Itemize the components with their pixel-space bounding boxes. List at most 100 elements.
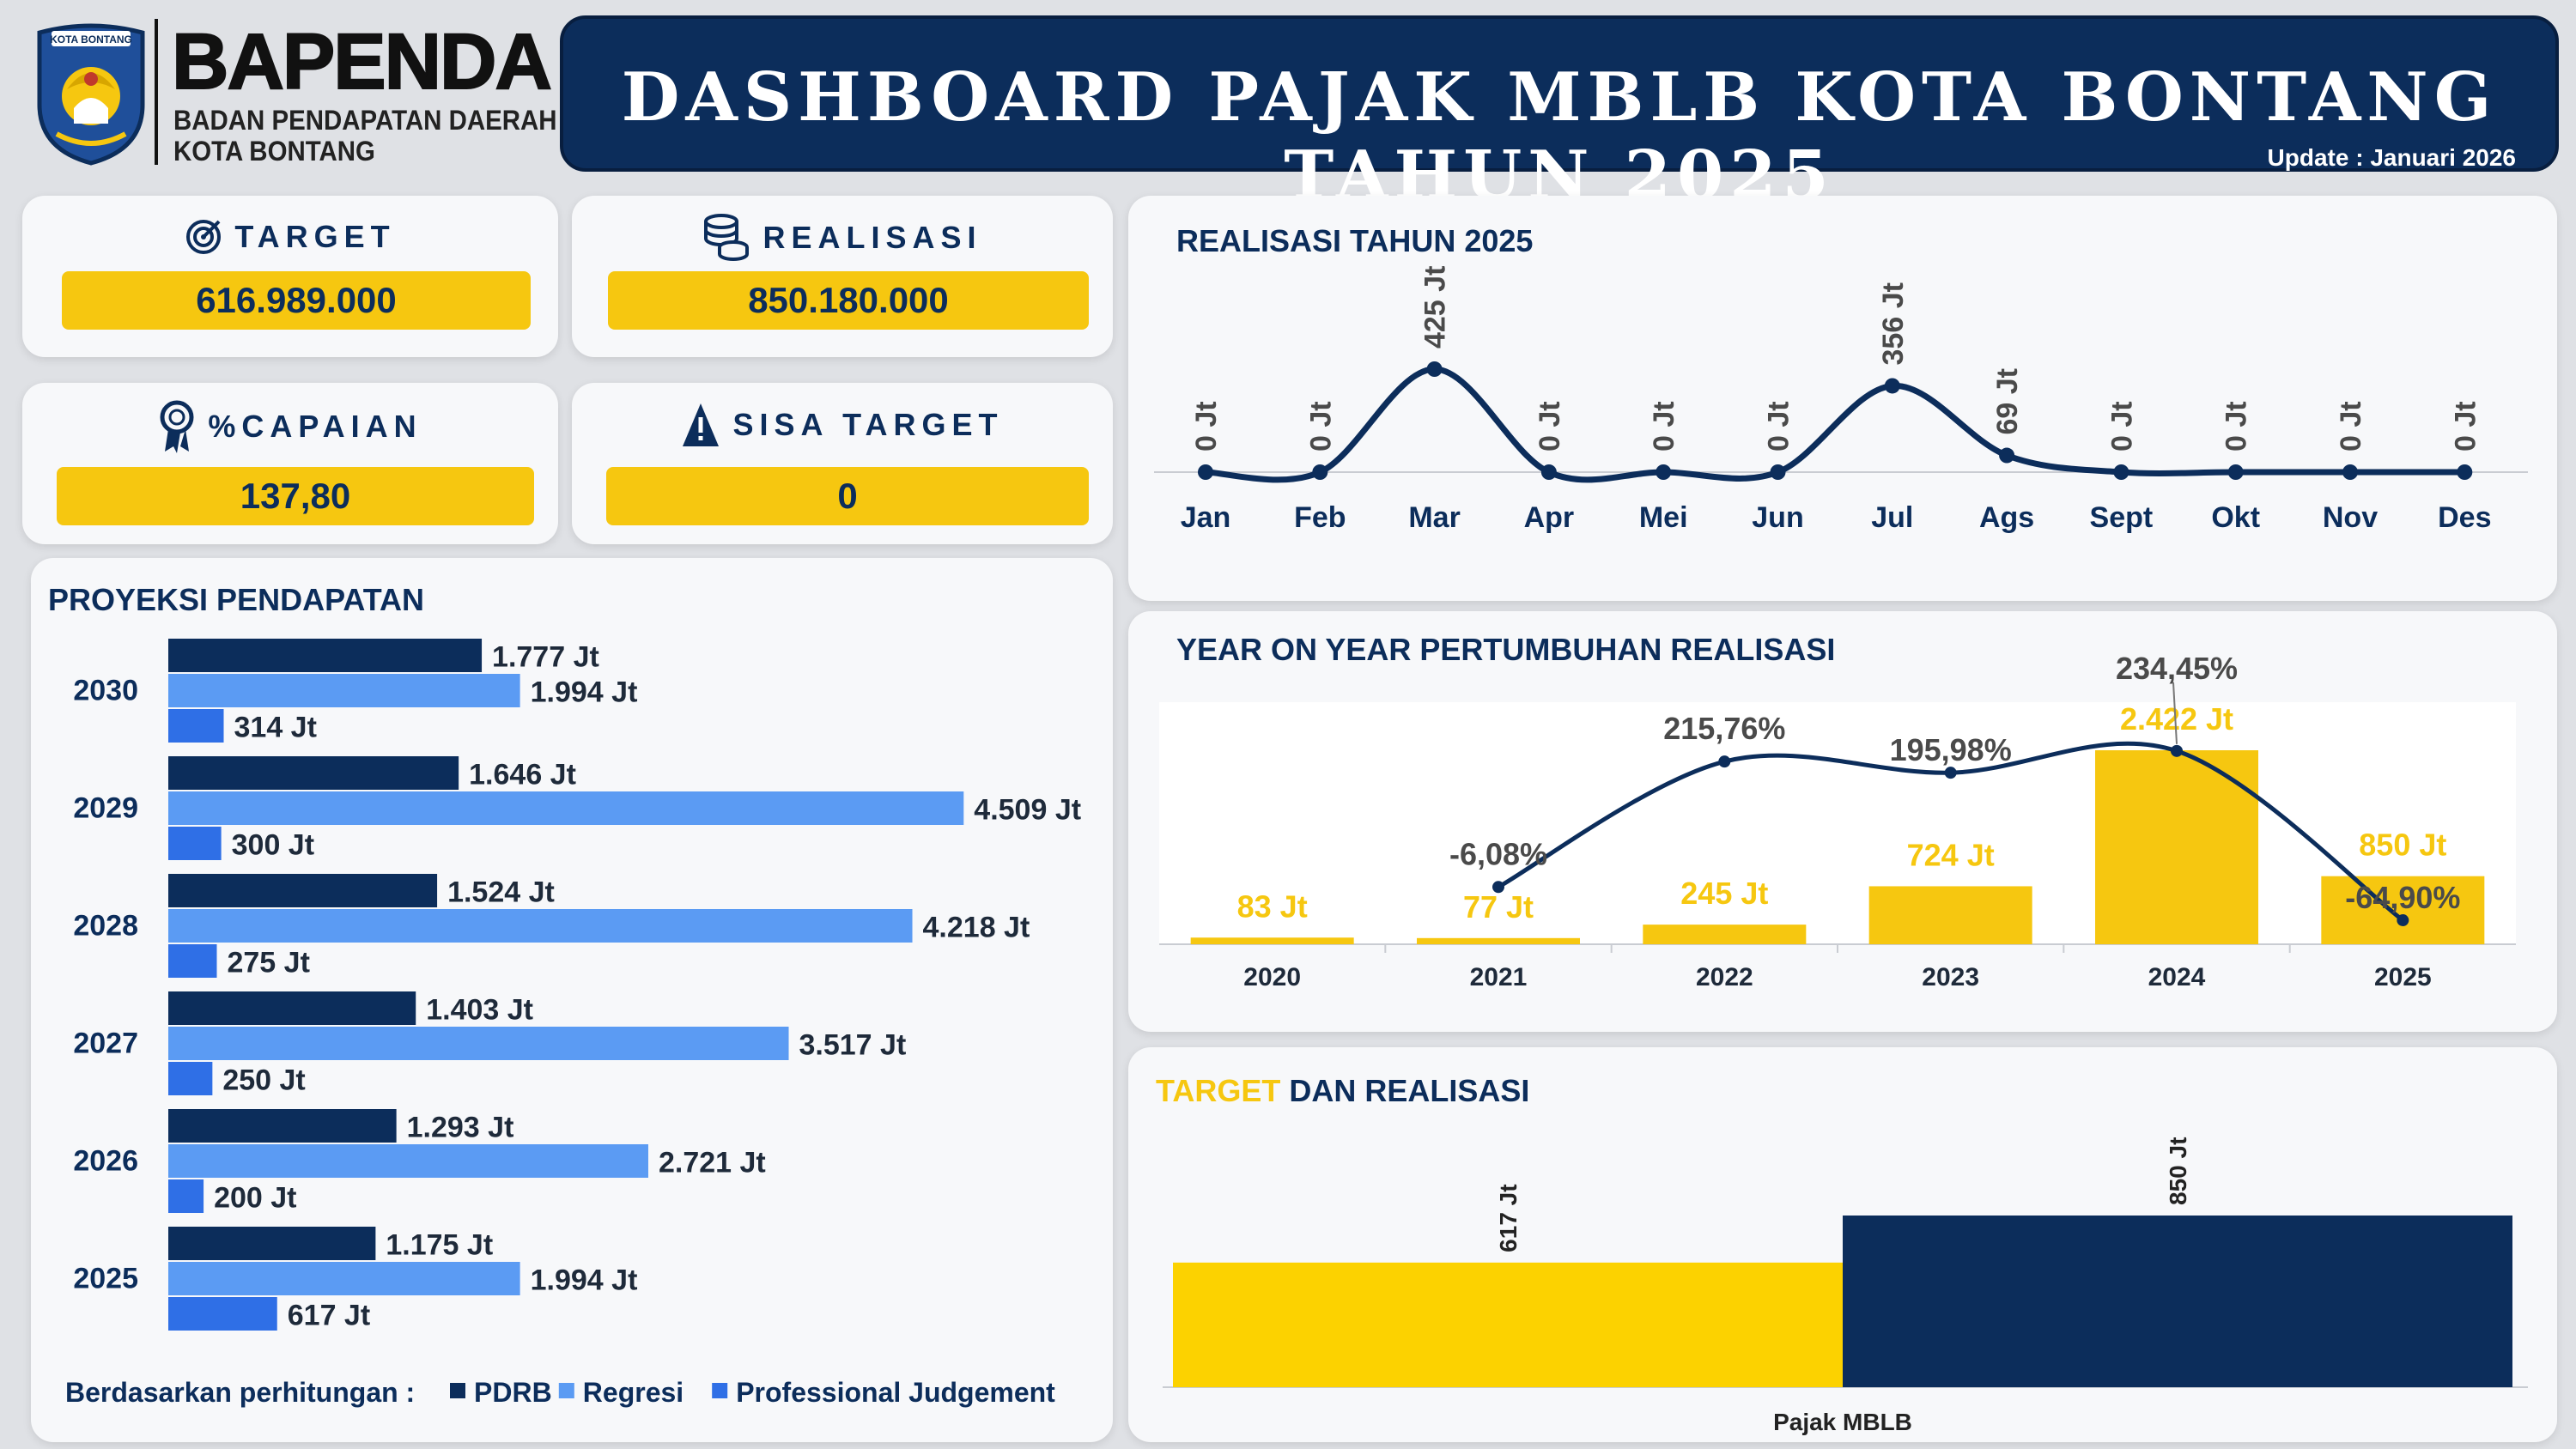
target-realisasi-title: TARGET DAN REALISASI [1156,1073,1529,1109]
monthly-x-tick: Feb [1294,501,1346,534]
tr-bar-target [1173,1262,1843,1387]
projection-bar-label: 1.524 Jt [447,876,555,909]
monthly-data-label: 0 Jt [2449,401,2482,452]
monthly-data-label: 0 Jt [1190,401,1223,452]
monthly-data-point [2227,464,2244,480]
projection-bar-pdrb [168,639,483,672]
projection-bar-professional-judgement [168,944,217,978]
title-dan-part: DAN [1280,1073,1365,1108]
projection-year-label: 2027 [73,1028,138,1060]
yoy-growth-point [1944,767,1957,779]
yoy-growth-label: 215,76% [1663,711,1785,746]
projection-bar-label: 617 Jt [288,1300,370,1332]
monthly-data-label: 0 Jt [1648,401,1680,452]
projection-bar-pdrb [168,756,459,790]
yoy-x-tick: 2021 [1470,963,1528,991]
projection-bar-regresi [168,909,913,943]
yoy-x-tick: 2022 [1696,963,1753,991]
monthly-data-label: 0 Jt [1534,401,1566,452]
yoy-growth-label: -6,08% [1449,836,1547,871]
header-banner: DASHBOARD PAJAK MBLB KOTA BONTANG TAHUN … [560,15,2559,215]
monthly-data-point [1198,464,1213,480]
kpi-target-value: 616.989.000 [62,271,531,330]
monthly-x-tick: Nov [2323,501,2378,534]
kpi-realisasi-value: 850.180.000 [608,271,1089,330]
monthly-x-tick: Mei [1639,501,1688,534]
yoy-growth-point [1492,881,1504,894]
yoy-bar [2321,876,2485,944]
yoy-growth-point [1718,755,1731,768]
monthly-data-label: 0 Jt [2335,401,2367,452]
projection-bar-regresi [168,1144,648,1178]
projection-bar-regresi [168,791,964,825]
projection-bar-label: 250 Jt [222,1064,305,1097]
projection-bar-label: 4.509 Jt [974,794,1081,827]
tr-bar-label: 617 Jt [1495,1184,1522,1252]
target-realisasi-card: TARGET DAN REALISASI 617 Jt 850 Jt Pajak M… [1128,1047,2557,1442]
kpi-realisasi-card: REALISASI 850.180.000 [572,196,1113,357]
yoy-bar-label: 83 Jt [1237,888,1308,924]
projection-year-label: 2030 [73,675,138,707]
projection-year-label: 2029 [73,792,138,825]
projection-bar-label: 1.777 Jt [492,641,599,674]
monthly-card: REALISASI TAHUN 2025 0 Jt Jan 0 Jt Feb 425 J… [1128,196,2557,601]
monthly-x-tick: Jun [1752,501,1803,534]
legend-label-pdrb: PDRB [474,1377,552,1408]
yoy-bar [1190,937,1354,944]
warning-icon [683,403,720,446]
kpi-target-card: TARGET 616.989.000 [22,196,558,357]
kpi-capaian-header: %CAPAIAN [22,398,558,455]
projection-bar-professional-judgement [168,709,224,743]
projection-bar-label: 1.403 Jt [426,994,533,1027]
yoy-title: YEAR ON YEAR PERTUMBUHAN REALISASI [1176,632,1836,667]
yoy-bar [2095,750,2258,944]
yoy-leader-line [2172,682,2178,744]
monthly-x-tick: Jul [1871,501,1913,534]
kpi-capaian-card: %CAPAIAN 137,80 [22,383,558,544]
projection-bar-label: 1.994 Jt [531,676,638,709]
kpi-realisasi-header: REALISASI [572,213,1113,263]
projection-bar-pdrb [168,991,416,1025]
tr-category-label: Pajak MBLB [1773,1409,1912,1435]
award-ribbon-icon [160,400,194,453]
projection-bar-label: 1.646 Jt [469,759,576,791]
projection-bar-regresi [168,674,520,707]
kpi-capaian-label: %CAPAIAN [208,409,422,444]
kpi-sisa-card: SISA TARGET 0 [572,383,1113,544]
yoy-bar [1643,925,1807,944]
yoy-bar [1417,937,1580,944]
projection-legend-title: Berdasarkan perhitungan : [65,1377,415,1408]
monthly-data-point [1540,464,1557,480]
coins-icon [704,214,750,261]
projection-bar-regresi [168,1262,520,1295]
yoy-bar-label: 77 Jt [1463,889,1534,925]
monthly-data-point [2113,464,2129,480]
projection-card: PROYEKSI PENDAPATAN 2030 1.777 Jt 1.994 Jt… [31,558,1113,1442]
monthly-data-label: 69 Jt [1991,368,2024,435]
yoy-growth-point [2171,744,2183,757]
monthly-data-label: 0 Jt [2105,401,2138,452]
projection-year-label: 2026 [73,1145,138,1178]
monthly-x-tick: Apr [1524,501,1575,534]
yoy-bar-label: 245 Jt [1680,876,1768,911]
monthly-x-tick: Sept [2090,501,2154,534]
yoy-x-tick: 2023 [1922,963,1979,991]
yoy-x-tick: 2024 [2148,963,2206,991]
projection-bar-label: 2.721 Jt [659,1147,766,1179]
projection-bar-professional-judgement [168,1062,213,1095]
projection-bar-pdrb [168,874,438,907]
legend-swatch-pdrb [450,1383,465,1398]
tr-bar-realisasi [1843,1216,2512,1387]
logo-subtitle: BADAN PENDAPATAN DAERAH [173,105,557,136]
monthly-data-label: 425 Jt [1419,266,1452,349]
kpi-sisa-value: 0 [606,467,1089,525]
legend-label-professional-judgement: Professional Judgement [736,1377,1055,1408]
yoy-x-tick: 2020 [1243,963,1301,991]
yoy-plot-area [1159,702,2516,944]
projection-year-label: 2025 [73,1263,138,1295]
title-target-part: TARGET [1156,1073,1281,1108]
yoy-x-tick: 2025 [2374,963,2432,991]
projection-bar-label: 1.175 Jt [386,1229,493,1262]
